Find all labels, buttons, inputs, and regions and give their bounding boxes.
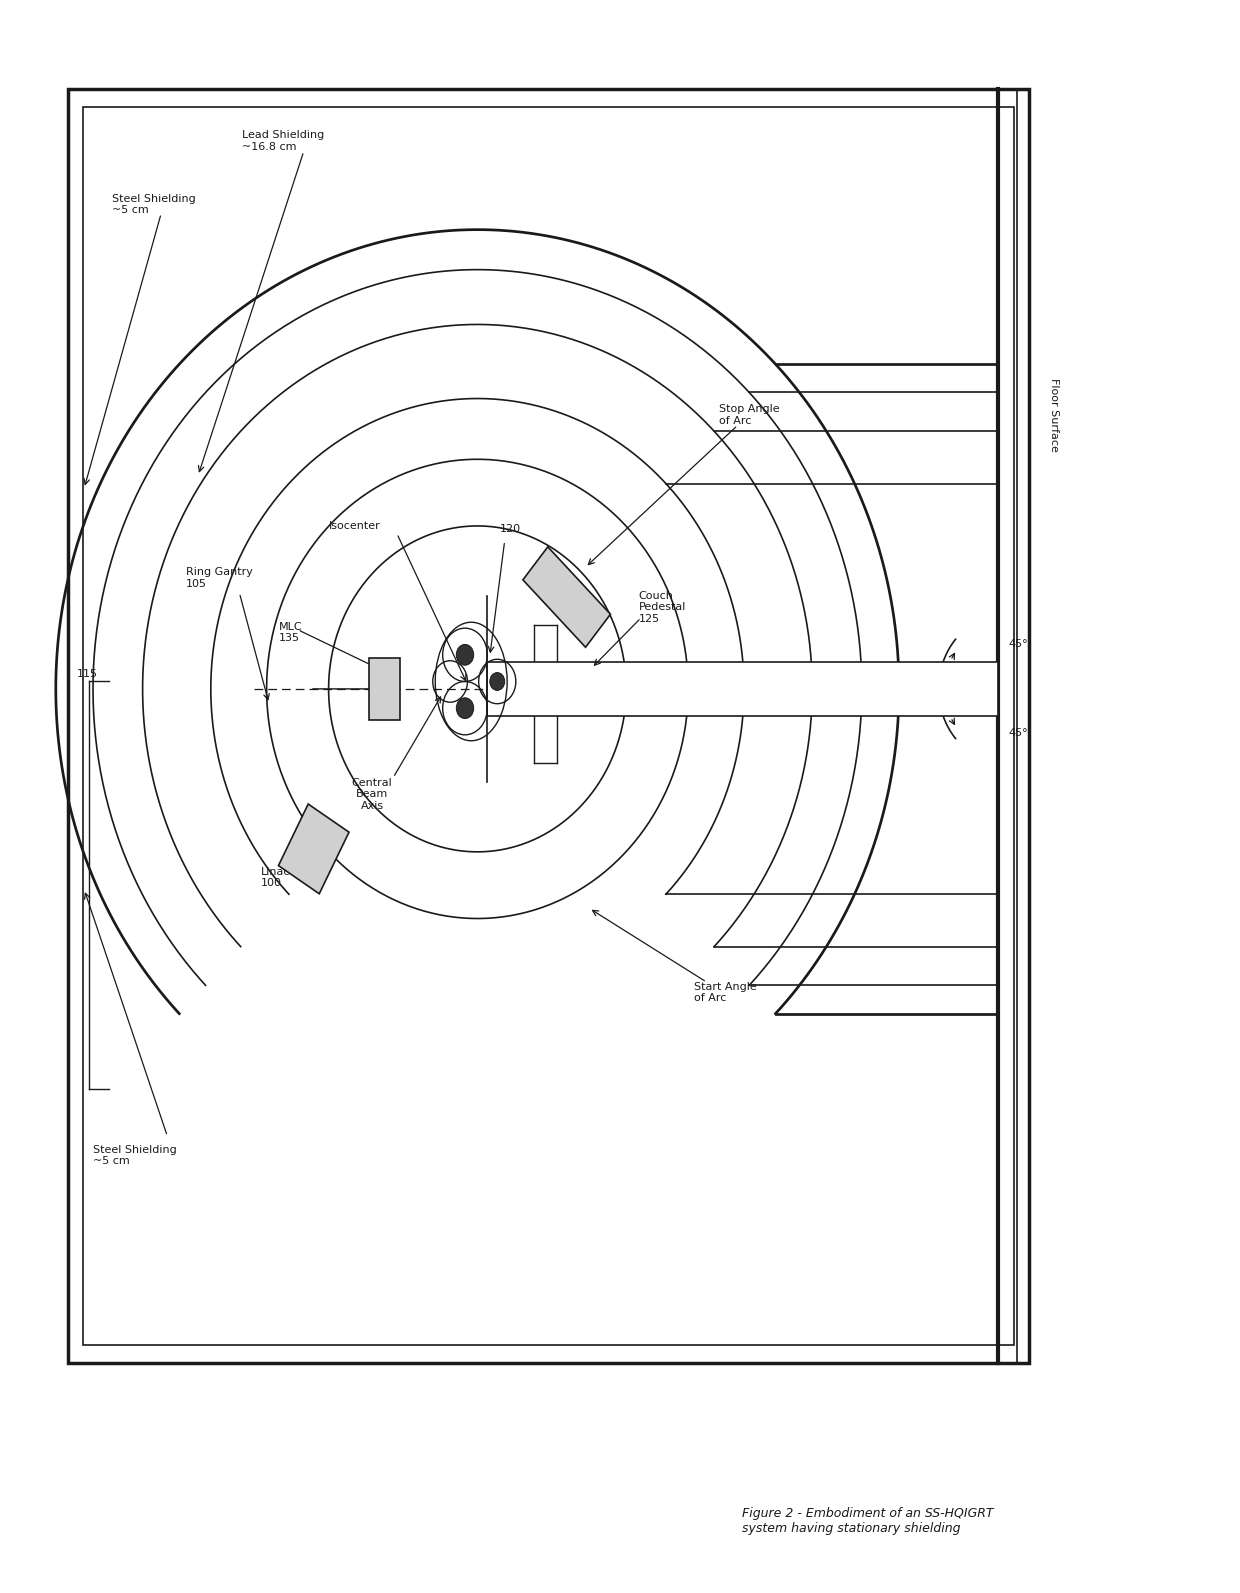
Text: Figure 2 - Embodiment of an SS-HQIGRT
system having stationary shielding: Figure 2 - Embodiment of an SS-HQIGRT sy… bbox=[743, 1507, 993, 1536]
Text: Floor Surface: Floor Surface bbox=[1049, 378, 1059, 452]
Text: 120: 120 bbox=[500, 524, 521, 534]
Text: 45°: 45° bbox=[1008, 728, 1028, 738]
Text: MLC
135: MLC 135 bbox=[279, 621, 303, 644]
Circle shape bbox=[490, 672, 505, 690]
Text: Steel Shielding
~5 cm: Steel Shielding ~5 cm bbox=[93, 1145, 177, 1166]
Bar bbox=[68, 89, 1029, 1364]
Text: Ring Gantry
105: Ring Gantry 105 bbox=[186, 567, 253, 588]
Text: Couch
Pedestal
125: Couch Pedestal 125 bbox=[639, 591, 686, 624]
Text: Linac
100: Linac 100 bbox=[260, 867, 290, 889]
Bar bbox=[370, 658, 399, 720]
Circle shape bbox=[456, 645, 474, 666]
Bar bbox=[523, 546, 610, 647]
Text: 115: 115 bbox=[77, 669, 98, 679]
Bar bbox=[83, 107, 1014, 1344]
Text: Central
Beam
Axis: Central Beam Axis bbox=[352, 777, 392, 811]
Text: Stop Angle
of Arc: Stop Angle of Arc bbox=[719, 405, 780, 425]
Text: 45°: 45° bbox=[1008, 639, 1028, 650]
Text: Lead Shielding
~16.8 cm: Lead Shielding ~16.8 cm bbox=[242, 131, 324, 151]
Bar bbox=[487, 663, 998, 715]
Circle shape bbox=[456, 698, 474, 718]
Text: Steel Shielding
~5 cm: Steel Shielding ~5 cm bbox=[112, 194, 196, 215]
Text: Start Angle
of Arc: Start Angle of Arc bbox=[694, 981, 758, 1004]
Bar bbox=[279, 804, 348, 894]
Text: Isocenter: Isocenter bbox=[329, 521, 381, 530]
